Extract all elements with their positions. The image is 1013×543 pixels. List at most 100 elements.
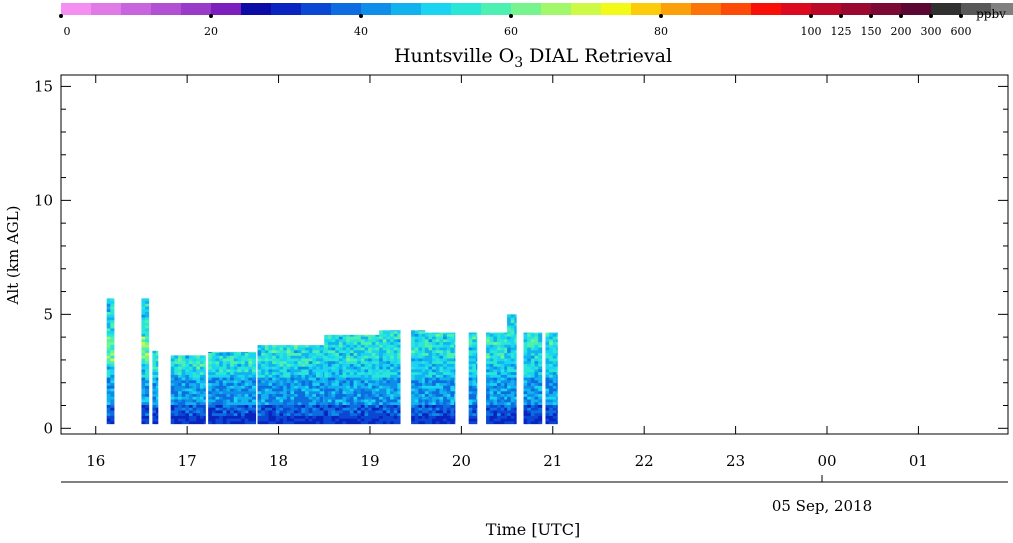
- heatmap-cell: [527, 344, 532, 348]
- heatmap-cell: [393, 401, 398, 405]
- heatmap-cell: [475, 393, 478, 397]
- heatmap-cell: [264, 347, 269, 351]
- heatmap-cell: [286, 404, 291, 408]
- heatmap-cell: [230, 379, 235, 384]
- heatmap-cell: [316, 393, 321, 397]
- heatmap-cell: [527, 347, 532, 351]
- heatmap-cell: [530, 355, 535, 359]
- heatmap-cell: [264, 363, 269, 367]
- heatmap-cell: [428, 333, 433, 337]
- heatmap-cell: [272, 355, 277, 359]
- heatmap-cell: [497, 379, 502, 384]
- heatmap-cell: [145, 333, 150, 337]
- heatmap-cell: [360, 352, 365, 356]
- heatmap-cell: [211, 360, 216, 364]
- heatmap-cell: [414, 369, 419, 373]
- heatmap-cell: [507, 352, 512, 356]
- heatmap-cell: [530, 396, 535, 400]
- heatmap-cell: [527, 338, 532, 343]
- heatmap-cell: [504, 332, 508, 334]
- heatmap-cell: [338, 344, 343, 348]
- heatmap-cell: [534, 371, 539, 375]
- heatmap-cell: [552, 344, 557, 348]
- heatmap-cell: [497, 421, 502, 425]
- heatmap-cell: [230, 396, 235, 400]
- heatmap-cell: [422, 396, 426, 400]
- heatmap-cell: [110, 407, 115, 411]
- heatmap-cell: [308, 410, 313, 414]
- heatmap-cell: [264, 382, 269, 386]
- heatmap-cell: [192, 421, 197, 425]
- heatmap-cell: [208, 412, 213, 416]
- heatmap-cell: [379, 421, 384, 425]
- heatmap-cell: [523, 347, 528, 351]
- heatmap-cell: [468, 418, 473, 422]
- heatmap-cell: [523, 382, 528, 386]
- heatmap-cell: [275, 421, 280, 425]
- heatmap-cell: [338, 385, 343, 389]
- heatmap-cell: [371, 418, 376, 422]
- heatmap-cell: [435, 344, 440, 348]
- heatmap-cell: [110, 401, 115, 405]
- heatmap-cell: [331, 369, 336, 373]
- heatmap-cell: [489, 363, 494, 367]
- heatmap-cell: [279, 418, 284, 422]
- heatmap-cell: [294, 347, 299, 351]
- heatmap-cell: [106, 379, 111, 384]
- heatmap-cell: [514, 366, 517, 370]
- heatmap-cell: [327, 363, 332, 367]
- heatmap-cell: [338, 358, 343, 362]
- heatmap-cell: [199, 399, 204, 403]
- heatmap-cell: [514, 358, 517, 362]
- heatmap-cell: [422, 358, 426, 362]
- heatmap-cell: [264, 379, 269, 384]
- heatmap-cell: [454, 412, 456, 416]
- heatmap-cell: [106, 385, 111, 389]
- heatmap-cell: [230, 393, 235, 397]
- heatmap-cell: [538, 377, 543, 381]
- heatmap-cell: [342, 390, 347, 395]
- heatmap-cell: [211, 399, 216, 403]
- heatmap-cell: [507, 412, 512, 416]
- heatmap-cell: [203, 355, 206, 359]
- heatmap-cell: [152, 360, 157, 364]
- heatmap-cell: [432, 358, 437, 362]
- heatmap-cell: [523, 366, 528, 370]
- heatmap-cell: [397, 401, 401, 405]
- heatmap-cell: [203, 390, 206, 395]
- heatmap-cell: [475, 332, 478, 334]
- heatmap-cell: [208, 358, 213, 362]
- heatmap-cell: [283, 404, 288, 408]
- heatmap-cell: [497, 363, 502, 367]
- heatmap-cell: [504, 358, 508, 362]
- heatmap-cell: [346, 404, 351, 408]
- heatmap-cell: [346, 355, 351, 359]
- heatmap-cell: [275, 418, 280, 422]
- heatmap-cell: [411, 336, 416, 340]
- heatmap-cell: [324, 349, 329, 354]
- heatmap-cell: [393, 341, 398, 345]
- heatmap-cell: [397, 374, 401, 378]
- heatmap-cell: [424, 412, 429, 416]
- heatmap-cell: [237, 358, 242, 362]
- heatmap-cell: [454, 385, 456, 389]
- heatmap-cell: [286, 390, 291, 395]
- heatmap-cell: [432, 355, 437, 359]
- heatmap-cell: [152, 401, 157, 405]
- heatmap-cell: [472, 341, 477, 345]
- heatmap-cell: [342, 379, 347, 384]
- heatmap-cell: [241, 385, 246, 389]
- heatmap-cell: [192, 371, 197, 375]
- heatmap-cell: [319, 407, 324, 411]
- heatmap-cell: [364, 347, 369, 351]
- heatmap-cell: [215, 393, 220, 397]
- heatmap-cell: [475, 404, 478, 408]
- heatmap-cell: [368, 382, 373, 386]
- heatmap-cell: [428, 399, 433, 403]
- heatmap-cell: [523, 412, 528, 416]
- heatmap-cell: [272, 390, 277, 395]
- heatmap-cell: [338, 388, 343, 392]
- heatmap-cell: [199, 421, 204, 425]
- heatmap-cell: [156, 421, 159, 425]
- heatmap-cell: [305, 396, 310, 400]
